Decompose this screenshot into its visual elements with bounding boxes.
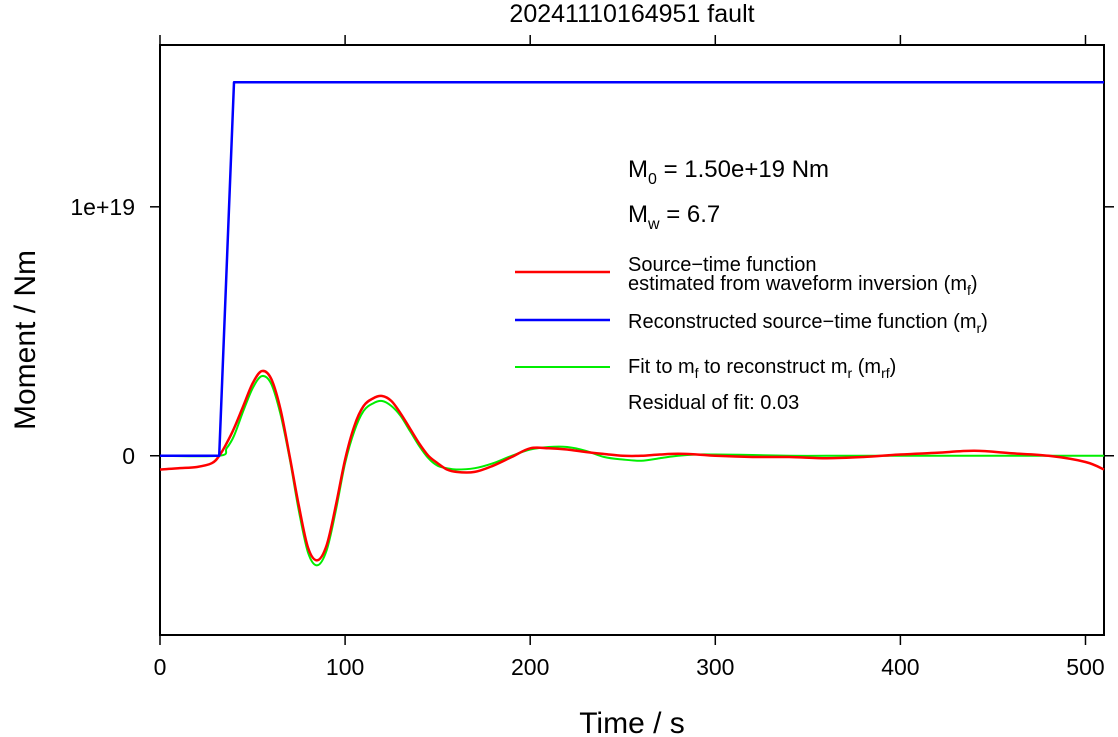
legend-label-green: Fit to mf to reconstruct mr (mrf)	[628, 356, 896, 381]
mw-subscript: w	[647, 216, 660, 233]
m0-value: = 1.50e+19 Nm	[657, 156, 829, 183]
legend-label-red-line2: estimated from waveform inversion (mf)	[628, 273, 978, 298]
x-tick-label: 0	[154, 654, 167, 680]
x-tick-label: 200	[511, 654, 549, 680]
residual-annotation: Residual of fit: 0.03	[628, 392, 799, 414]
x-tick-label: 400	[881, 654, 919, 680]
m0-subscript: 0	[648, 171, 657, 188]
series-layer	[159, 81, 1105, 567]
series-line-blue	[160, 81, 1104, 458]
plot-frame	[159, 44, 1105, 636]
x-tick-label: 300	[696, 654, 734, 680]
x-axis-label: Time / s	[579, 707, 685, 737]
y-tick-label: 0	[122, 443, 135, 469]
mw-annotation: Mw = 6.7	[628, 201, 720, 233]
legend-label-blue: Reconstructed source−time function (mr)	[628, 311, 988, 336]
mw-value: = 6.7	[660, 201, 721, 228]
legend-label-red-line1: Source−time function	[628, 254, 816, 276]
x-tick-label: 100	[326, 654, 364, 680]
y-axis-label: Moment / Nm	[9, 250, 42, 430]
x-tick-labels: 0 100 200 300 400 500	[154, 654, 1105, 680]
y-tick-labels: 0 1e+19	[70, 194, 135, 469]
x-tick-label: 500	[1066, 654, 1104, 680]
axis-ticks	[150, 35, 1114, 645]
legend: Source−time function estimated from wave…	[515, 254, 988, 381]
mw-symbol: M	[628, 201, 648, 228]
m0-symbol: M	[628, 156, 648, 183]
chart-title: 20241110164951 fault	[509, 0, 754, 28]
y-tick-label: 1e+19	[70, 194, 135, 220]
series-line-red	[159, 369, 1105, 562]
m0-annotation: M0 = 1.50e+19 Nm	[628, 156, 829, 188]
